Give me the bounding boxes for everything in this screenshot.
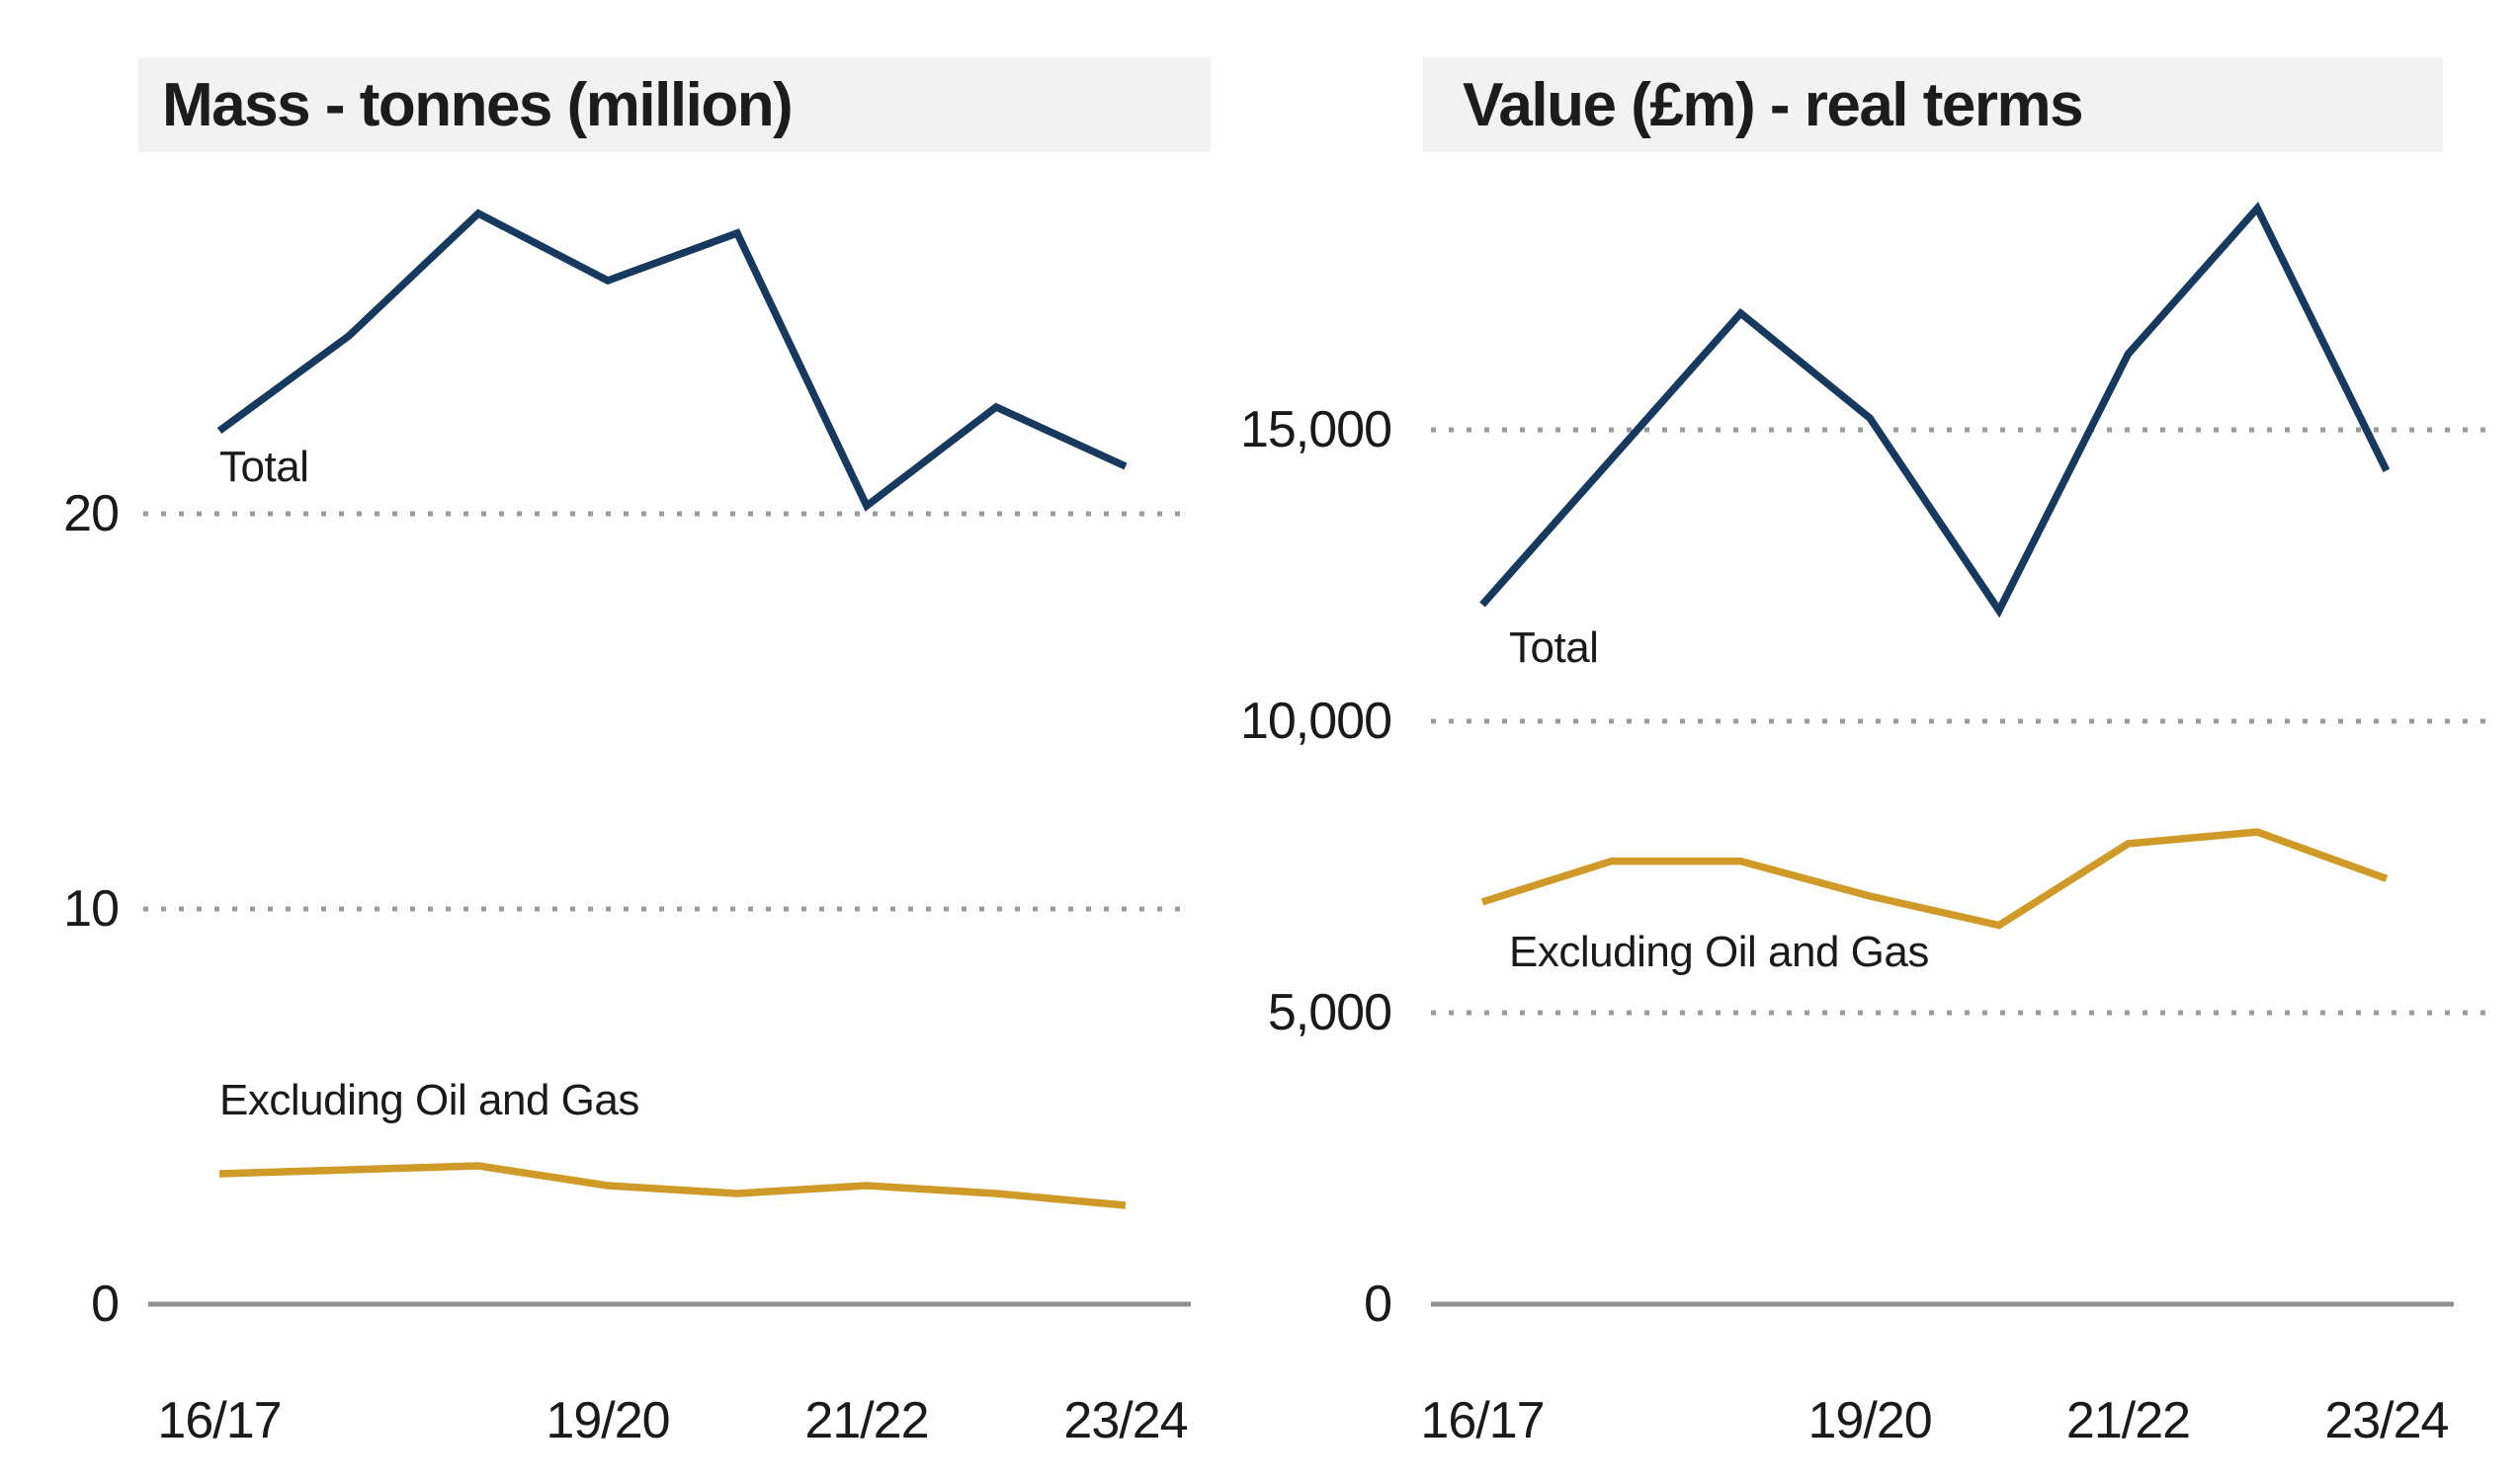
x-tick-label-19-20: 19/20	[1807, 1392, 1933, 1449]
x-tick-label-21-22: 21/22	[2065, 1392, 2191, 1449]
y-axis-label-10: 10	[63, 880, 120, 938]
chart-title-mass: Mass - tonnes (million)	[162, 70, 794, 139]
x-tick-label-23-24: 23/24	[2324, 1392, 2449, 1449]
series-label-total: Total	[219, 443, 309, 491]
series-line-excluding-oil-and-gas	[218, 1162, 1127, 1209]
chart-title-bar-value: Value (£m) - real terms	[1423, 57, 2443, 152]
y-axis-label-15,000: 15,000	[1239, 401, 1392, 458]
x-tick-label-16-17: 16/17	[1420, 1392, 1545, 1449]
chart-title-bar-mass: Mass - tonnes (million)	[138, 57, 1211, 152]
x-tick-label-16-17: 16/17	[157, 1392, 282, 1449]
y-axis-label-20: 20	[63, 485, 120, 542]
x-tick-label-23-24: 23/24	[1063, 1392, 1188, 1449]
y-axis-label-0: 0	[91, 1276, 120, 1333]
series-label-excluding-oil-and-gas: Excluding Oil and Gas	[1509, 928, 1929, 976]
y-axis-label-10,000: 10,000	[1239, 693, 1392, 750]
y-axis-label-5,000: 5,000	[1267, 984, 1392, 1041]
x-tick-label-21-22: 21/22	[804, 1392, 929, 1449]
series-line-total	[216, 208, 1128, 512]
series-label-excluding-oil-and-gas: Excluding Oil and Gas	[219, 1076, 639, 1124]
series-line-total	[1479, 202, 2391, 618]
series-line-excluding-oil-and-gas	[1480, 828, 2389, 930]
chart-title-value: Value (£m) - real terms	[1463, 70, 2084, 139]
x-tick-label-19-20: 19/20	[546, 1392, 670, 1449]
series-label-total: Total	[1509, 623, 1599, 672]
y-axis-label-0: 0	[1364, 1276, 1392, 1333]
